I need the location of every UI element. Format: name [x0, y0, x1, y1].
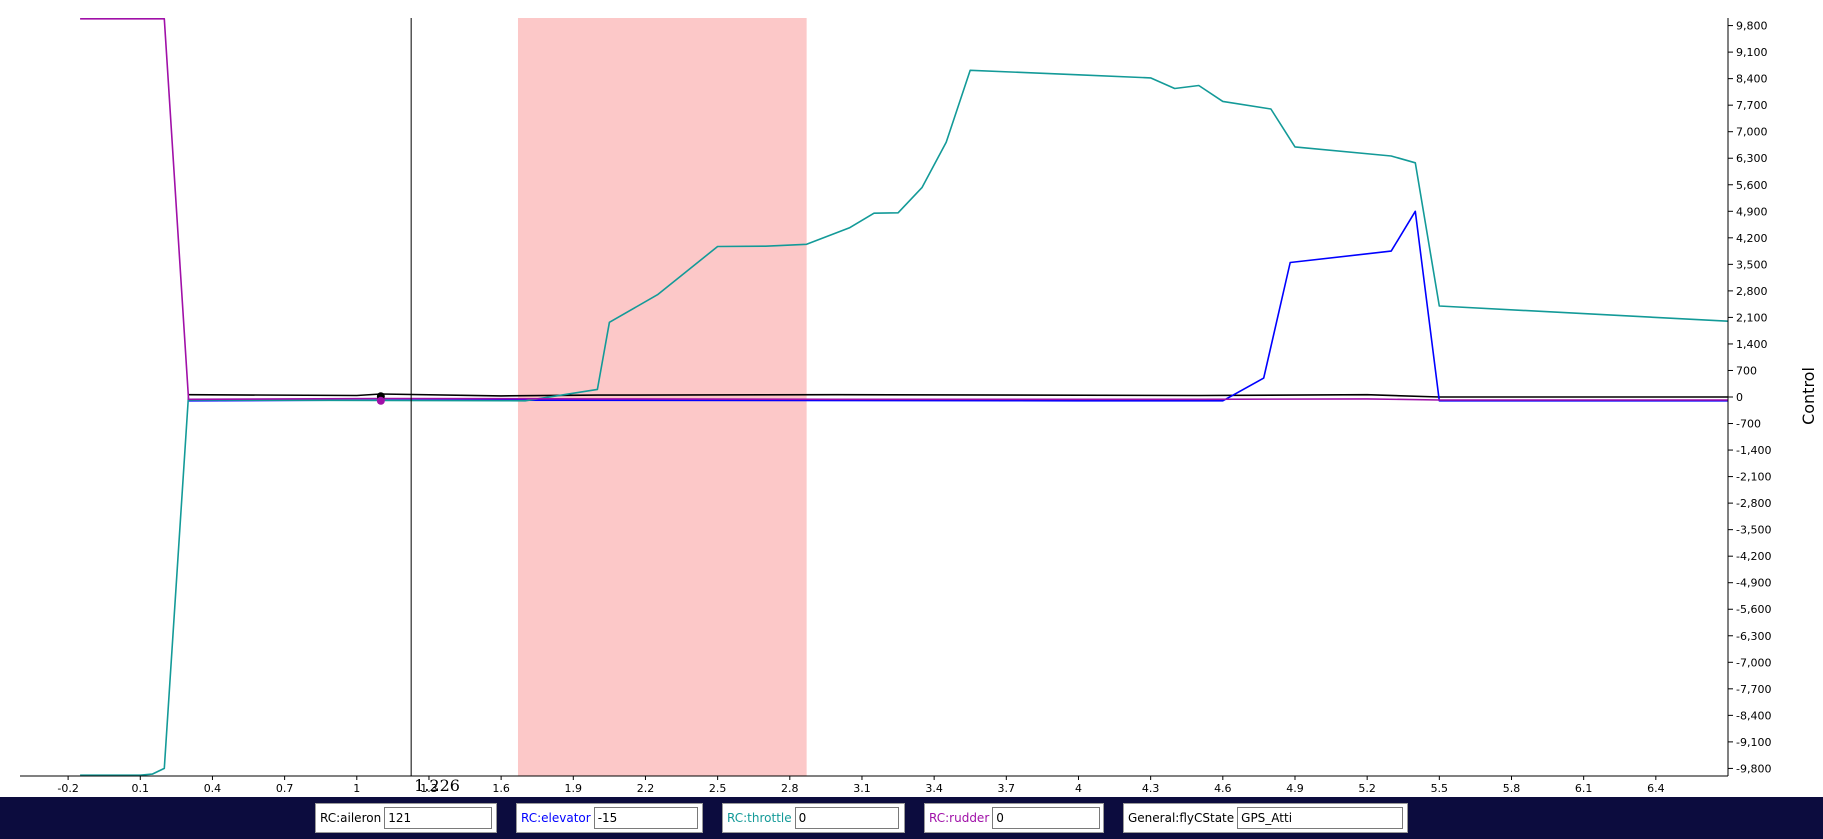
y-tick-label: -2,800	[1736, 497, 1771, 510]
y-tick-label: -9,800	[1736, 762, 1771, 775]
y-tick-label: 3,500	[1736, 258, 1768, 271]
y-tick-label: -6,300	[1736, 630, 1771, 643]
y-tick-label: -700	[1736, 418, 1761, 431]
x-tick-label: 3.4	[925, 782, 943, 795]
control-chart[interactable]: 1.226 -0.2 0.1 0.4 0.7 1 1.3 1.6 1.9 2.2 2.5 2.8 3.…	[0, 0, 1823, 797]
x-tick-label: 1.3	[420, 782, 438, 795]
rudder-field: RC:rudder	[924, 803, 1104, 833]
y-tick-label: 7,000	[1736, 126, 1768, 139]
y-tick-label: 2,100	[1736, 311, 1768, 324]
y-tick-label: 1,400	[1736, 338, 1768, 351]
x-tick-label: 2.5	[709, 782, 727, 795]
x-tick-label: 4	[1075, 782, 1082, 795]
cursor-label: 1.226	[414, 776, 460, 795]
x-tick-label: 0.7	[276, 782, 294, 795]
x-tick-label: 5.8	[1503, 782, 1521, 795]
series-line-rc-elevator	[188, 210, 1728, 402]
x-tick-label: 6.4	[1647, 782, 1665, 795]
y-tick-label: 7,700	[1736, 99, 1768, 112]
y-tick-label: 5,600	[1736, 179, 1768, 192]
y-tick-label: 8,400	[1736, 73, 1768, 86]
x-tick-label: 6.1	[1575, 782, 1593, 795]
x-tick-label: 3.1	[853, 782, 871, 795]
y-tick-label: 0	[1736, 391, 1743, 404]
y-tick-label: -2,100	[1736, 471, 1771, 484]
y-tick-label: 9,800	[1736, 20, 1768, 33]
y-tick-label: -4,200	[1736, 550, 1771, 563]
throttle-label: RC:throttle	[727, 811, 792, 825]
series-line-rc-throttle	[80, 69, 1729, 777]
flycstate-label: General:flyCState	[1128, 811, 1235, 825]
series-line-rc-rudder	[80, 17, 1728, 401]
aileron-value-input[interactable]	[384, 807, 493, 829]
x-tick-label: 5.5	[1431, 782, 1449, 795]
x-tick-label: 4.3	[1142, 782, 1160, 795]
y-tick-label: -7,700	[1736, 683, 1771, 696]
y-tick-label: -9,100	[1736, 736, 1771, 749]
y-tick-label: 9,100	[1736, 46, 1768, 59]
y-tick-label: -1,400	[1736, 444, 1771, 457]
aileron-field: RC:aileron	[315, 803, 497, 833]
x-tick-label: -0.2	[57, 782, 78, 795]
x-tick-label: 4.9	[1286, 782, 1304, 795]
x-tick-label: 5.2	[1358, 782, 1376, 795]
x-tick-label: 1	[353, 782, 360, 795]
y-tick-label: -3,500	[1736, 524, 1771, 537]
y-tick-label: 700	[1736, 364, 1757, 377]
throttle-value-input[interactable]	[794, 807, 899, 829]
elevator-value-input[interactable]	[593, 807, 698, 829]
flycstate-value-input[interactable]	[1237, 807, 1403, 829]
y-tick-label: -4,900	[1736, 577, 1771, 590]
y-tick-label: -7,000	[1736, 656, 1771, 669]
rudder-label: RC:rudder	[929, 811, 990, 825]
x-tick-label: 0.1	[132, 782, 150, 795]
x-tick-label: 1.9	[565, 782, 583, 795]
x-tick-label: 1.6	[492, 782, 510, 795]
aileron-label: RC:aileron	[320, 811, 382, 825]
highlight-region	[517, 18, 807, 776]
x-tick-label: 2.2	[637, 782, 655, 795]
y-tick-label: -8,400	[1736, 709, 1771, 722]
elevator-field: RC:elevator	[516, 803, 703, 833]
rudder-value-input[interactable]	[992, 807, 1101, 829]
x-tick-label: 0.4	[204, 782, 222, 795]
x-tick-label: 4.6	[1214, 782, 1232, 795]
data-point-marker	[376, 396, 385, 405]
y-axis-label: Control	[1799, 367, 1818, 425]
throttle-field: RC:throttle	[722, 803, 905, 833]
y-tick-label: 2,800	[1736, 285, 1768, 298]
y-tick-label: 4,200	[1736, 232, 1768, 245]
value-readout-bar: RC:aileron RC:elevator RC:throttle RC:ru…	[0, 797, 1823, 839]
series-line-rc-aileron	[188, 393, 1728, 398]
y-tick-label: -5,600	[1736, 603, 1771, 616]
elevator-label: RC:elevator	[521, 811, 591, 825]
flycstate-field: General:flyCState	[1123, 803, 1408, 833]
y-tick-label: 6,300	[1736, 152, 1768, 165]
y-tick-label: 4,900	[1736, 205, 1768, 218]
x-tick-label: 2.8	[781, 782, 799, 795]
x-tick-label: 3.7	[998, 782, 1016, 795]
